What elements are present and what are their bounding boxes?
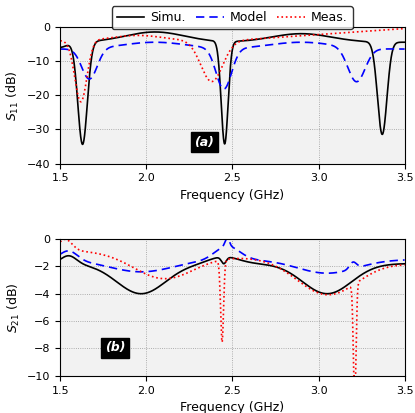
Meas. [308,33,313,38]
Simu. [375,90,380,95]
Simu. [203,37,208,42]
Model [152,40,157,45]
Line: Simu.: Simu. [60,32,405,145]
Meas. [402,26,407,31]
Model [375,48,380,53]
Model [205,50,210,55]
Simu. [80,142,85,147]
Text: (a): (a) [195,136,215,149]
Meas. [58,38,63,43]
Model [222,87,227,92]
Meas. [222,60,227,65]
Model [308,40,313,45]
Y-axis label: $S_{11}$ (dB): $S_{11}$ (dB) [5,70,22,121]
Model [58,47,63,52]
Simu. [152,29,157,34]
Meas. [203,72,208,77]
Model [402,47,407,52]
Simu. [222,140,227,145]
Simu. [392,43,397,48]
X-axis label: Frequency (GHz): Frequency (GHz) [181,401,284,413]
Meas. [374,28,379,33]
Meas. [205,76,210,81]
Model [392,47,397,52]
X-axis label: Frequency (GHz): Frequency (GHz) [181,189,284,202]
Line: Model: Model [60,42,405,89]
Line: Meas.: Meas. [60,28,405,102]
Simu. [308,32,313,37]
Simu. [402,40,407,45]
Meas. [78,99,83,104]
Text: (b): (b) [105,341,125,354]
Simu. [58,45,63,50]
Model [203,47,208,52]
Simu. [205,38,210,43]
Model [221,87,226,92]
Y-axis label: $S_{21}$ (dB): $S_{21}$ (dB) [5,282,22,333]
Legend: Simu., Model, Meas.: Simu., Model, Meas. [112,6,353,29]
Meas. [392,27,397,32]
